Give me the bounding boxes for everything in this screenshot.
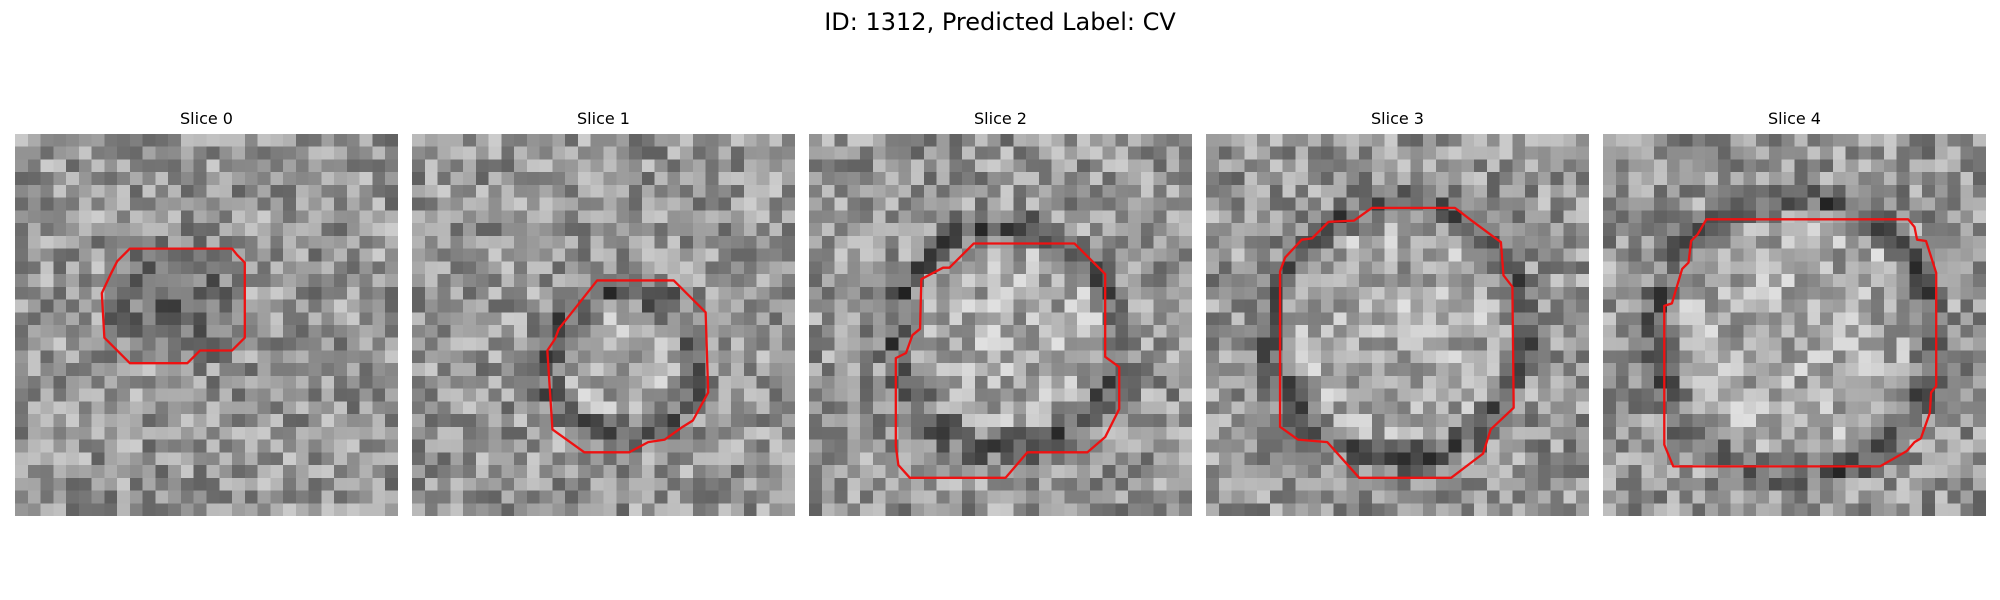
slice-title: Slice 0 bbox=[180, 109, 233, 128]
slice-image bbox=[15, 134, 398, 516]
slice-title: Slice 3 bbox=[1371, 109, 1424, 128]
segmentation-contour bbox=[547, 280, 708, 452]
slice-panel-0: Slice 0 bbox=[15, 108, 398, 516]
slice-title: Slice 1 bbox=[577, 109, 630, 128]
figure-title: ID: 1312, Predicted Label: CV bbox=[824, 8, 1176, 36]
segmentation-contour bbox=[1280, 208, 1514, 478]
slice-panel-4: Slice 4 bbox=[1603, 108, 1986, 516]
slice-panel-1: Slice 1 bbox=[412, 108, 795, 516]
slice-panel-2: Slice 2 bbox=[809, 108, 1192, 516]
slice-title: Slice 4 bbox=[1768, 109, 1821, 128]
contour-overlay bbox=[1603, 134, 1986, 516]
segmentation-contour bbox=[1664, 219, 1936, 466]
segmentation-contour bbox=[102, 249, 245, 364]
contour-overlay bbox=[1206, 134, 1589, 516]
slice-panel-3: Slice 3 bbox=[1206, 108, 1589, 516]
slice-title: Slice 2 bbox=[974, 109, 1027, 128]
contour-overlay bbox=[15, 134, 398, 516]
segmentation-contour bbox=[896, 244, 1119, 478]
slice-image bbox=[1206, 134, 1589, 516]
slice-image bbox=[809, 134, 1192, 516]
contour-overlay bbox=[809, 134, 1192, 516]
contour-overlay bbox=[412, 134, 795, 516]
